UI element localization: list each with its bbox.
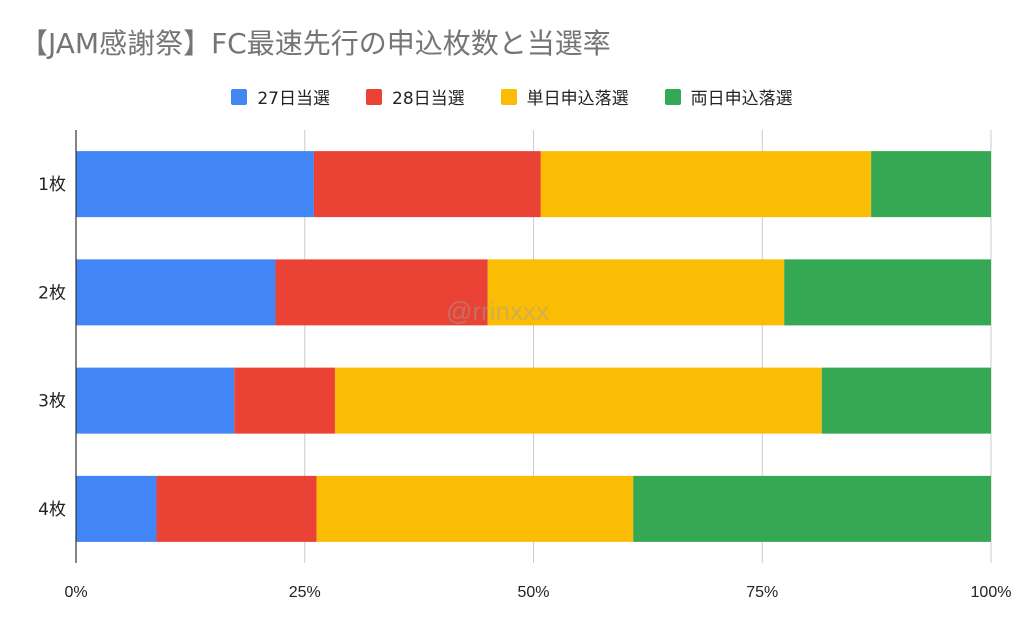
bar-0-series-2 bbox=[540, 151, 872, 218]
bar-3-series-0 bbox=[76, 475, 157, 542]
x-tick-label-3: 75% bbox=[746, 584, 778, 601]
bar-2-series-3 bbox=[821, 367, 991, 434]
bar-0-series-1 bbox=[313, 151, 541, 218]
legend-item-series-0: 27日当選 bbox=[231, 84, 330, 109]
legend-label-series-3: 両日申込落選 bbox=[690, 89, 793, 109]
bar-3-series-3 bbox=[633, 475, 991, 542]
y-tick-label-1: 2枚 bbox=[38, 283, 66, 303]
chart-title: 【JAM感謝祭】FC最速先行の申込枚数と当選率 bbox=[20, 27, 611, 60]
bar-2-series-2 bbox=[334, 367, 822, 434]
bar-1-series-0 bbox=[76, 259, 276, 326]
bar-3-series-1 bbox=[156, 475, 317, 542]
legend-label-series-1: 28日当選 bbox=[392, 89, 465, 109]
bar-1-series-3 bbox=[784, 259, 991, 326]
y-tick-label-0: 1枚 bbox=[38, 175, 66, 195]
legend-swatch-series-0 bbox=[231, 88, 248, 105]
legend-swatch-series-3 bbox=[664, 88, 681, 105]
legend-label-series-2: 単日申込落選 bbox=[526, 89, 629, 109]
bar-0-series-3 bbox=[871, 151, 991, 218]
x-tick-label-1: 25% bbox=[289, 584, 321, 601]
bar-1-series-1 bbox=[275, 259, 488, 326]
bar-1-series-2 bbox=[487, 259, 785, 326]
x-tick-label-2: 50% bbox=[517, 584, 549, 601]
legend-label-series-0: 27日当選 bbox=[257, 89, 330, 109]
bar-0-series-0 bbox=[76, 151, 314, 218]
bar-2-series-1 bbox=[234, 367, 335, 434]
legend-item-series-2: 単日申込落選 bbox=[500, 84, 629, 109]
watermark: @rrinxxx bbox=[446, 296, 549, 326]
legend-item-series-1: 28日当選 bbox=[366, 84, 465, 109]
bar-3-series-2 bbox=[316, 475, 634, 542]
legend-item-series-3: 両日申込落選 bbox=[664, 84, 793, 109]
chart-legend: 27日当選 28日当選 単日申込落選 両日申込落選 bbox=[0, 84, 1024, 109]
legend-swatch-series-2 bbox=[500, 88, 517, 105]
x-tick-label-4: 100% bbox=[971, 584, 1012, 601]
bar-2-series-0 bbox=[76, 367, 235, 434]
x-tick-label-0: 0% bbox=[64, 584, 87, 601]
legend-swatch-series-1 bbox=[366, 88, 382, 105]
y-tick-label-2: 3枚 bbox=[38, 392, 66, 412]
y-tick-label-3: 4枚 bbox=[38, 500, 66, 520]
